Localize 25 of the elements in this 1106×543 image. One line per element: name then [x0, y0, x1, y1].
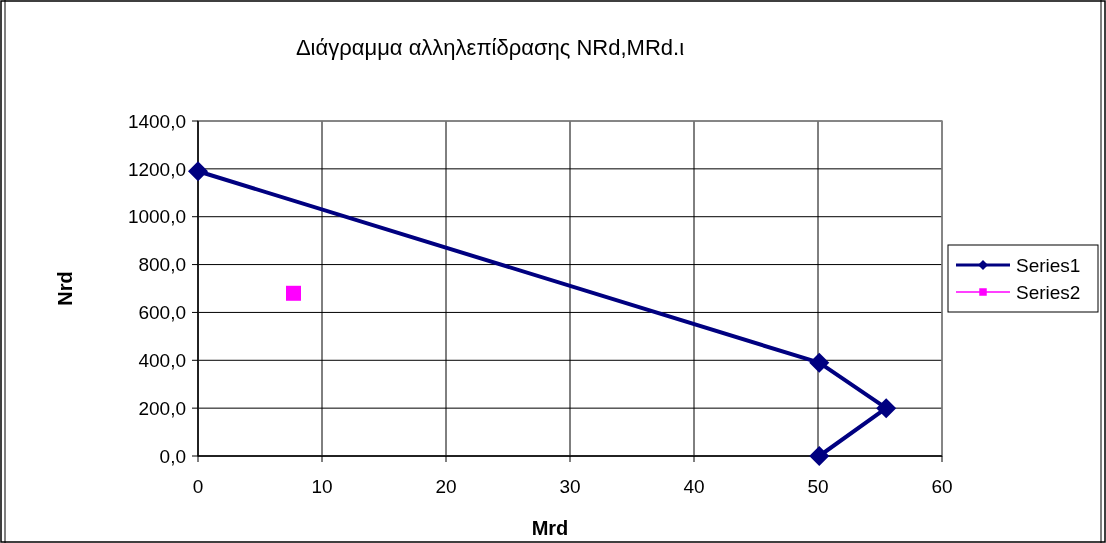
point [809, 446, 830, 466]
x-tick-label: 50 [807, 476, 829, 497]
point [809, 352, 830, 373]
x-tick-label: 40 [683, 476, 705, 497]
x-tick-label: 0 [192, 476, 204, 497]
point [188, 161, 208, 182]
chart-title: Διάγραμμα αλληλεπίδρασης NRd,MRd.ι [295, 35, 685, 60]
y-tick-label: 800,0 [138, 254, 186, 276]
x-axis-title: Mrd [531, 517, 569, 539]
y-tick-label: 1200,0 [127, 158, 186, 180]
legend-label: Series1 [1016, 254, 1081, 276]
y-tick-label: 0,0 [159, 445, 186, 467]
point [876, 398, 897, 419]
y-tick-label: 400,0 [138, 349, 186, 371]
y-tick-label: 1000,0 [127, 206, 186, 228]
y-axis-title: Nrd [54, 271, 76, 306]
x-tick-label: 10 [311, 476, 333, 497]
legend-label: Series2 [1016, 281, 1081, 303]
point [285, 285, 301, 301]
y-tick-label: 600,0 [138, 302, 186, 324]
x-tick-label: 60 [931, 476, 953, 497]
x-tick-label: 30 [559, 476, 581, 497]
y-tick-label: 200,0 [138, 397, 186, 419]
x-tick-label: 20 [435, 476, 457, 497]
y-tick-label: 1400,0 [127, 110, 186, 132]
